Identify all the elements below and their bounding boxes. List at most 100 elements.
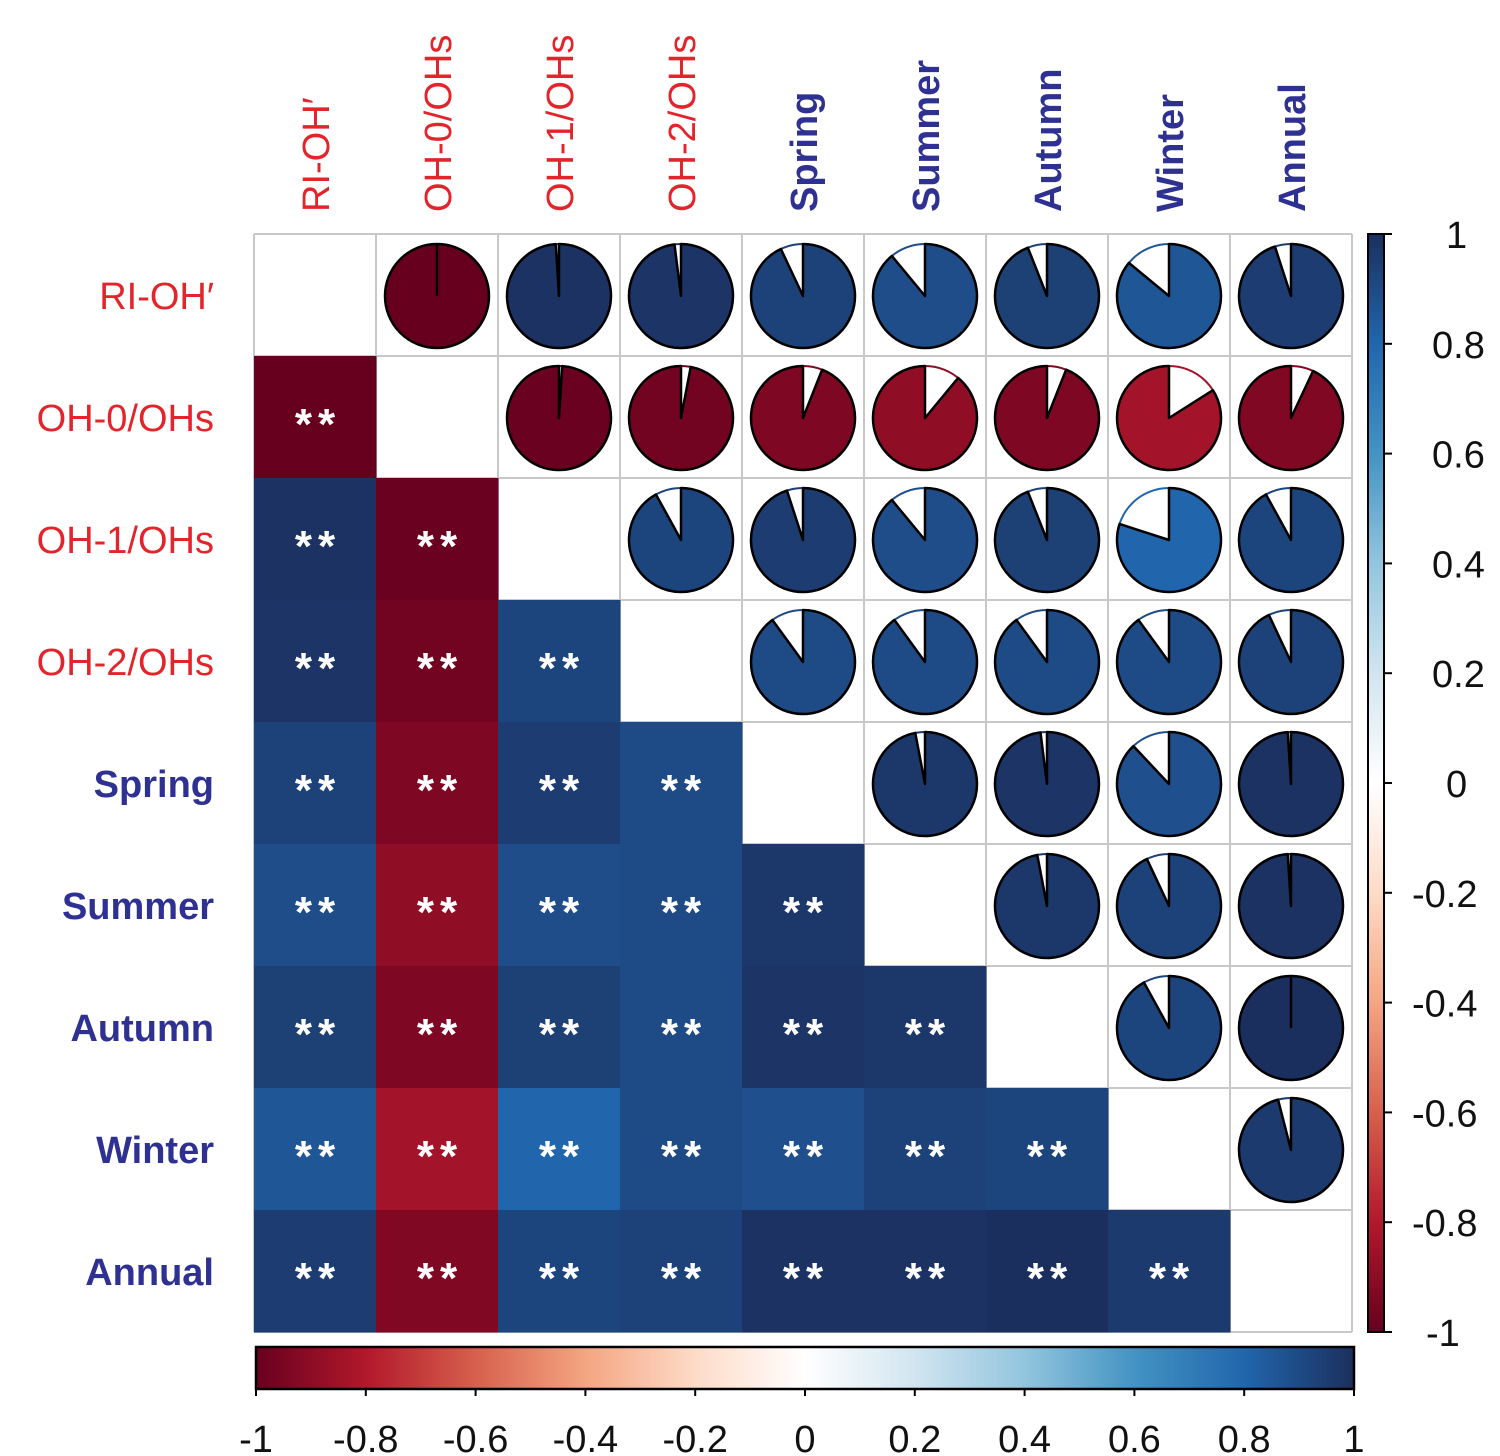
row-labels: RI-OH′ OH-0/OHs OH-1/OHs OH-2/OHs Spring Summ… — [37, 276, 215, 1294]
pie-slice — [627, 486, 735, 594]
pie-glyph — [993, 608, 1101, 716]
heatmap-cell — [864, 1088, 987, 1211]
pie-slice — [749, 608, 857, 716]
significance-marker: ** — [295, 888, 341, 937]
pie-glyph — [1237, 608, 1345, 716]
significance-marker: ** — [417, 766, 463, 815]
colorbar-tick-label: 0.6 — [1432, 435, 1485, 477]
colorbar-tick-label: 0.2 — [1432, 654, 1485, 696]
pie-slice — [627, 364, 735, 472]
pie-glyph — [749, 364, 857, 472]
column-label: OH-2/OHs — [662, 35, 704, 212]
heatmap-cell — [620, 844, 743, 967]
pie-slice — [627, 242, 735, 350]
pie-slice — [1237, 242, 1345, 350]
pie-glyph — [871, 364, 979, 472]
significance-marker: ** — [295, 522, 341, 571]
significance-marker: ** — [417, 644, 463, 693]
pie-glyph — [627, 486, 735, 594]
significance-marker: ** — [1027, 1132, 1073, 1181]
pie-glyph — [993, 242, 1101, 350]
pie-slice — [993, 242, 1101, 350]
heatmap-cell — [376, 844, 499, 967]
colorbar-tick-label: -0.4 — [1412, 984, 1477, 1026]
significance-marker: ** — [539, 888, 585, 937]
heatmap-cell — [1108, 1210, 1231, 1333]
significance-marker: ** — [295, 766, 341, 815]
pie-glyph — [749, 486, 857, 594]
significance-marker: ** — [783, 888, 829, 937]
pie-slice — [749, 242, 857, 350]
heatmap-cell — [254, 478, 377, 601]
colorbar-tick-label: 0 — [1446, 764, 1467, 806]
pie-glyph — [627, 242, 735, 350]
pie-glyph — [1237, 852, 1345, 960]
pie-glyph — [993, 852, 1101, 960]
significance-marker: ** — [661, 1132, 707, 1181]
pie-slice — [1237, 730, 1345, 838]
pie-glyph — [627, 364, 735, 472]
vertical-colorbar: 1 0.8 0.6 0.4 0.2 0 -0.2 -0.4 -0.6 -0.8 -1 — [1367, 215, 1485, 1355]
column-label: OH-1/OHs — [540, 35, 582, 212]
significance-marker: ** — [295, 1132, 341, 1181]
pie-glyph — [505, 242, 613, 350]
pie-glyph — [1115, 608, 1223, 716]
pie-slice — [749, 364, 857, 472]
heatmap-cell — [254, 722, 377, 845]
heatmap-cell — [376, 600, 499, 723]
heatmap-cell — [986, 1210, 1109, 1333]
significance-marker: ** — [539, 766, 585, 815]
heatmap-cell — [254, 844, 377, 967]
significance-marker: ** — [539, 1132, 585, 1181]
significance-marker: ** — [417, 522, 463, 571]
pie-slice — [993, 608, 1101, 716]
heatmap-cell — [498, 844, 621, 967]
pie-slice — [871, 730, 979, 838]
colorbar-tick-label: -0.2 — [1412, 874, 1477, 916]
heatmap-cell — [376, 478, 499, 601]
significance-marker: ** — [905, 1010, 951, 1059]
colorbar-tick-label: -0.8 — [1412, 1203, 1477, 1245]
pie-slice — [1237, 364, 1345, 472]
colorbar-tick-label: 0 — [794, 1419, 815, 1456]
significance-marker: ** — [1027, 1254, 1073, 1303]
heatmap-cell — [864, 1210, 987, 1333]
pie-glyph — [1237, 242, 1345, 350]
column-label: OH-0/OHs — [418, 35, 460, 212]
colorbar-tick-label: 0.8 — [1432, 325, 1485, 367]
pie-slice — [1115, 974, 1223, 1082]
significance-marker: ** — [905, 1254, 951, 1303]
colorbar-tick-label: -0.6 — [443, 1419, 508, 1456]
column-label: Summer — [906, 60, 948, 212]
row-label: Spring — [94, 764, 214, 806]
row-label: RI-OH′ — [99, 276, 214, 318]
column-labels: RI-OH′ OH-0/OHs OH-1/OHs OH-2/OHs Spring Summ… — [296, 35, 1314, 212]
pie-glyph — [1237, 974, 1345, 1082]
heatmap-cell — [864, 966, 987, 1089]
row-label: Annual — [85, 1252, 214, 1294]
pie-slice — [993, 486, 1101, 594]
pie-slice — [1115, 730, 1223, 838]
heatmap-cell — [620, 966, 743, 1089]
pie-slice — [993, 852, 1101, 960]
heatmap-cell — [376, 1210, 499, 1333]
significance-marker: ** — [661, 1254, 707, 1303]
pie-slice — [1115, 364, 1223, 472]
matrix-cells: ** ** ** ** ** ** ** ** ** ** ** ** ** ** ** ** ** ** ** **… — [254, 242, 1345, 1333]
heatmap-cell — [742, 966, 865, 1089]
heatmap-cell — [254, 1088, 377, 1211]
row-label: Summer — [62, 886, 214, 928]
colorbar-tick-label: 1 — [1446, 215, 1467, 257]
significance-marker: ** — [661, 766, 707, 815]
pie-glyph — [871, 242, 979, 350]
significance-marker: ** — [1149, 1254, 1195, 1303]
significance-marker: ** — [417, 888, 463, 937]
heatmap-cell — [620, 722, 743, 845]
significance-marker: ** — [539, 644, 585, 693]
colorbar-vertical-bar — [1367, 233, 1385, 1333]
pie-glyph — [749, 608, 857, 716]
pie-glyph — [749, 242, 857, 350]
colorbar-tick-label: -0.8 — [333, 1419, 398, 1456]
pie-slice — [871, 486, 979, 594]
